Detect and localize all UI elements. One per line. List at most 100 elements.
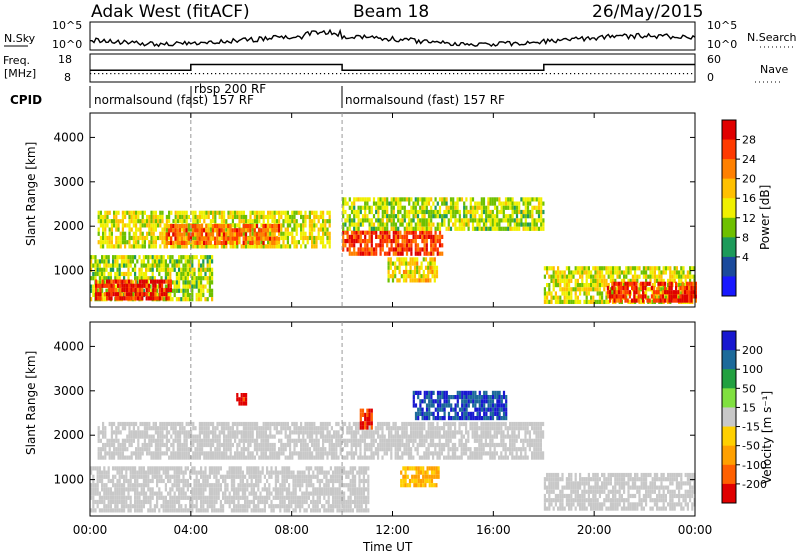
heatmap-cell xyxy=(550,266,553,271)
heatmap-cell xyxy=(172,224,175,229)
heatmap-cell xyxy=(124,240,127,245)
heatmap-cell xyxy=(102,219,105,224)
heatmap-cell xyxy=(182,508,185,513)
heatmap-cell xyxy=(342,205,345,210)
heatmap-cell xyxy=(308,214,311,220)
heatmap-cell xyxy=(99,244,102,249)
heatmap-cell xyxy=(149,470,152,475)
nave-dot xyxy=(186,73,188,75)
heatmap-cell xyxy=(548,291,551,296)
heatmap-cell xyxy=(245,421,248,427)
heatmap-cell xyxy=(141,287,144,293)
heatmap-cell xyxy=(454,205,457,210)
heatmap-cell xyxy=(214,451,217,456)
heatmap-cell xyxy=(397,197,400,202)
heatmap-cell xyxy=(104,447,107,452)
heatmap-cell xyxy=(161,240,164,245)
heatmap-cell xyxy=(229,438,232,443)
heatmap-cell xyxy=(413,274,417,279)
heatmap-cell xyxy=(269,244,272,249)
heatmap-cell xyxy=(293,438,296,443)
heatmap-cell xyxy=(160,478,163,484)
heatmap-cell xyxy=(381,222,384,227)
nave-dot xyxy=(465,73,467,75)
heatmap-cell xyxy=(241,483,244,488)
heatmap-cell xyxy=(121,235,124,241)
heatmap-cell xyxy=(206,288,209,293)
heatmap-cell xyxy=(515,222,519,227)
heatmap-cell xyxy=(381,226,384,231)
heatmap-cell xyxy=(436,222,439,227)
nave-dot xyxy=(424,73,426,75)
heatmap-cell xyxy=(399,251,402,256)
heatmap-cell xyxy=(316,491,319,496)
heatmap-cell xyxy=(207,244,210,249)
heatmap-cell xyxy=(234,430,237,435)
heatmap-cell xyxy=(209,219,212,224)
heatmap-cell xyxy=(583,299,586,304)
heatmap-cell xyxy=(607,274,610,279)
heatmap-cell xyxy=(202,474,205,479)
nave-dot xyxy=(481,73,483,75)
heatmap-cell xyxy=(181,219,184,224)
heatmap-cell xyxy=(435,274,439,279)
heatmap-cell xyxy=(364,205,367,210)
heatmap-cell xyxy=(529,214,532,219)
heatmap-cell xyxy=(603,266,606,271)
heatmap-cell xyxy=(161,434,164,439)
heatmap-cell xyxy=(231,244,234,249)
heatmap-cell xyxy=(269,430,272,435)
heatmap-cell xyxy=(208,288,211,293)
heatmap-cell xyxy=(502,209,505,215)
heatmap-cell xyxy=(375,209,378,215)
heatmap-cell xyxy=(524,222,527,227)
heatmap-cell xyxy=(218,224,221,229)
heatmap-cell xyxy=(178,297,181,302)
heatmap-cell xyxy=(255,483,258,488)
heatmap-cell xyxy=(208,263,211,268)
heatmap-cell xyxy=(236,214,239,220)
heatmap-cell xyxy=(152,231,155,236)
heatmap-cell xyxy=(105,474,108,479)
heatmap-cell xyxy=(141,442,144,448)
heatmap-cell xyxy=(314,466,317,471)
heatmap-cell xyxy=(217,487,220,492)
heatmap-cell xyxy=(244,504,247,509)
heatmap-cell xyxy=(130,292,133,297)
nave-dot xyxy=(255,73,257,75)
heatmap-cell xyxy=(432,251,435,256)
heatmap-cell xyxy=(381,230,384,235)
heatmap-cell xyxy=(390,243,393,248)
heatmap-cell xyxy=(161,283,164,288)
heatmap-cell xyxy=(90,284,93,289)
heatmap-cell xyxy=(283,504,286,509)
heatmap-cell xyxy=(202,478,205,484)
heatmap-cell xyxy=(344,218,347,223)
heatmap-cell xyxy=(304,219,307,224)
heatmap-cell xyxy=(279,487,282,492)
heatmap-cell xyxy=(353,239,356,244)
heatmap-cell xyxy=(498,209,501,215)
heatmap-cell xyxy=(692,281,695,286)
heatmap-cell xyxy=(329,504,332,509)
heatmap-cell xyxy=(186,297,189,302)
heatmap-cell xyxy=(251,421,254,427)
heatmap-cell xyxy=(388,234,391,239)
heatmap-cell xyxy=(139,421,142,427)
heatmap-cell xyxy=(117,455,120,460)
heatmap-cell xyxy=(164,276,167,281)
heatmap-cell xyxy=(390,239,393,244)
heatmap-cell xyxy=(215,483,218,488)
heatmap-cell xyxy=(667,287,670,292)
heatmap-cell xyxy=(394,234,398,239)
heatmap-cell xyxy=(277,224,280,229)
heatmap-cell xyxy=(650,285,653,291)
heatmap-cell xyxy=(357,209,360,215)
heatmap-cell xyxy=(142,487,145,492)
heatmap-cell xyxy=(169,297,172,302)
heatmap-cell xyxy=(119,219,122,224)
heatmap-cell xyxy=(159,231,162,236)
heatmap-cell xyxy=(410,247,413,252)
heatmap-cell xyxy=(253,442,256,448)
heatmap-cell xyxy=(167,478,170,484)
